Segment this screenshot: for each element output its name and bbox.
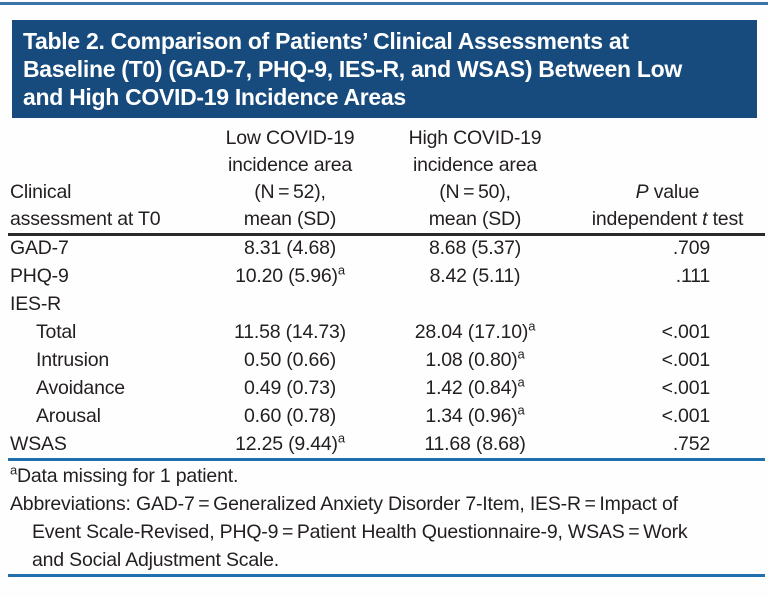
table-title-line: Table 2. Comparison of Patients’ Clinica…: [23, 28, 629, 54]
cell-high: 8.42 (5.11): [380, 262, 570, 290]
cell-low: 0.50 (0.66): [200, 346, 380, 374]
footnote-marker: a: [528, 318, 536, 334]
footnote-abbreviations-line: and Social Adjustment Scale.: [32, 549, 279, 571]
column-header-low-incidence: Low COVID-19 incidence area (N = 52), me…: [200, 125, 380, 233]
cell-pvalue: [570, 290, 765, 318]
row-label: GAD-7: [10, 237, 69, 259]
header-line: incidence area: [227, 154, 353, 176]
table-header-row: Clinical assessment at T0 Low COVID-19 i…: [3, 122, 765, 233]
table-row-iesr-arousal: Arousal 0.60 (0.78) 1.34 (0.96)a <.001: [3, 402, 765, 430]
cell-high: 8.68 (5.37): [380, 234, 570, 262]
header-divider-rule: [8, 233, 765, 236]
italic-p: P: [635, 181, 649, 203]
bottom-divider-rule: [8, 574, 765, 577]
cell-value: 28.04 (17.10): [414, 321, 529, 343]
cell-pvalue: .709: [672, 237, 710, 259]
footnote-text: Data missing for 1 patient.: [17, 465, 239, 487]
table-row-wsas: WSAS 12.25 (9.44)a 11.68 (8.68) .752: [3, 430, 765, 458]
cell-value: 8.68 (5.37): [428, 237, 522, 259]
row-label-indented: Avoidance: [36, 377, 125, 399]
cell-value: 1.34 (0.96): [425, 405, 518, 427]
cell-high: 1.08 (0.80)a: [380, 346, 570, 374]
cell-value: 0.60 (0.78): [243, 405, 337, 427]
header-text: value: [648, 181, 700, 203]
cell-low: 0.60 (0.78): [200, 402, 380, 430]
cell-low: 11.58 (14.73): [200, 318, 380, 346]
header-line: (N = 52),: [254, 181, 326, 203]
cell-high: 11.68 (8.68): [380, 430, 570, 458]
cell-value: 10.20 (5.96): [235, 265, 338, 287]
table-row-iesr-total: Total 11.58 (14.73) 28.04 (17.10)a <.001: [3, 318, 765, 346]
italic-t: t: [702, 208, 708, 230]
footnote-marker: a: [517, 402, 525, 418]
cell-pvalue: <.001: [661, 377, 711, 399]
row-label: PHQ-9: [10, 265, 69, 287]
body-footnote-divider-rule: [8, 458, 765, 461]
table-row-iesr-group: IES-R: [3, 290, 765, 318]
table-row-phq9: PHQ-9 10.20 (5.96)a 8.42 (5.11) .111: [3, 262, 765, 290]
header-line: mean (SD): [243, 208, 337, 230]
cell-value: 0.49 (0.73): [243, 377, 337, 399]
cell-pvalue: <.001: [661, 349, 711, 371]
table-title-line: and High COVID-19 Incidence Areas: [23, 84, 406, 110]
header-line: Low COVID-19: [225, 127, 355, 149]
cell-low: 10.20 (5.96)a: [200, 262, 380, 290]
cell-pvalue: .752: [672, 433, 710, 455]
cell-pvalue: <.001: [661, 405, 711, 427]
cell-high: 28.04 (17.10)a: [380, 318, 570, 346]
header-line: incidence area: [412, 154, 538, 176]
footnote-data-missing: aData missing for 1 patient.: [3, 462, 765, 490]
row-label-indented: Arousal: [36, 405, 101, 427]
footnote-marker: a: [337, 262, 345, 278]
cell-low: 8.31 (4.68): [200, 234, 380, 262]
footnote-marker: a: [10, 462, 18, 478]
cell-value: 8.42 (5.11): [429, 265, 521, 287]
column-header-clinical-assessment: Clinical assessment at T0: [3, 179, 200, 233]
row-label-indented: Intrusion: [36, 349, 109, 371]
header-line: (N = 50),: [439, 181, 511, 203]
table-title: Table 2. Comparison of Patients’ Clinica…: [12, 20, 757, 118]
column-header-p-value: P value independent t test: [570, 179, 765, 233]
cell-value: 8.31 (4.68): [243, 237, 337, 259]
row-label: IES-R: [10, 293, 62, 315]
cell-value: 12.25 (9.44): [235, 433, 338, 455]
top-divider-rule: [0, 2, 768, 5]
header-text: test: [707, 208, 744, 230]
footnote-marker: a: [517, 346, 525, 362]
header-line: High COVID-19: [408, 127, 542, 149]
cell-value: 11.68 (8.68): [424, 433, 526, 455]
cell-low: 0.49 (0.73): [200, 374, 380, 402]
row-label-indented: Total: [36, 321, 77, 343]
table-title-line: Baseline (T0) (GAD-7, PHQ-9, IES-R, and …: [23, 56, 682, 82]
footnote-abbreviations-line: Event Scale-Revised, PHQ-9 = Patient Hea…: [32, 521, 688, 543]
header-line: Clinical: [10, 181, 72, 203]
header-line: P value: [570, 179, 765, 206]
cell-pvalue: <.001: [661, 321, 711, 343]
table-row-iesr-avoidance: Avoidance 0.49 (0.73) 1.42 (0.84)a <.001: [3, 374, 765, 402]
cell-low: 12.25 (9.44)a: [200, 430, 380, 458]
header-line: mean (SD): [428, 208, 522, 230]
table-footnotes: aData missing for 1 patient. Abbreviatio…: [3, 462, 765, 574]
footnote-marker: a: [517, 374, 525, 390]
footnote-abbreviations-line: Abbreviations: GAD-7 = Generalized Anxie…: [10, 493, 678, 515]
header-text: independent: [591, 208, 703, 230]
cell-value: 1.08 (0.80): [425, 349, 518, 371]
column-header-high-incidence: High COVID-19 incidence area (N = 50), m…: [380, 125, 570, 233]
footnote-marker: a: [337, 430, 345, 446]
table-row-gad7: GAD-7 8.31 (4.68) 8.68 (5.37) .709: [3, 234, 765, 262]
cell-pvalue: .111: [675, 265, 710, 287]
header-line: independent t test: [570, 206, 765, 233]
cell-low: [200, 290, 380, 318]
cell-high: 1.34 (0.96)a: [380, 402, 570, 430]
cell-value: 1.42 (0.84): [425, 377, 518, 399]
cell-value: 11.58 (14.73): [234, 321, 346, 343]
cell-high: 1.42 (0.84)a: [380, 374, 570, 402]
table-row-iesr-intrusion: Intrusion 0.50 (0.66) 1.08 (0.80)a <.001: [3, 346, 765, 374]
header-line: assessment at T0: [10, 208, 161, 230]
cell-value: 0.50 (0.66): [243, 349, 337, 371]
row-label: WSAS: [10, 433, 67, 455]
cell-high: [380, 290, 570, 318]
table-body: GAD-7 8.31 (4.68) 8.68 (5.37) .709 PHQ-9…: [3, 234, 765, 458]
